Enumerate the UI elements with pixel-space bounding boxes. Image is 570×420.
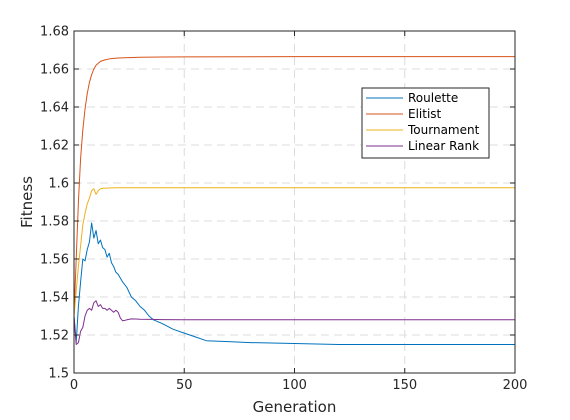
grid <box>74 31 515 373</box>
y-tick-label: 1.58 <box>40 215 69 230</box>
y-tick-label: 1.54 <box>40 291 69 306</box>
x-tick-label: 100 <box>282 378 307 393</box>
y-tick-label: 1.6 <box>48 177 69 192</box>
legend-label: Elitist <box>408 107 442 121</box>
y-tick-label: 1.68 <box>40 25 69 40</box>
legend-label: Roulette <box>408 91 458 105</box>
series-lines <box>73 56 515 345</box>
y-tick-label: 1.62 <box>40 139 69 154</box>
y-tick-label: 1.56 <box>40 253 69 268</box>
x-tick-label: 200 <box>503 378 528 393</box>
series-line-linear-rank <box>73 300 515 345</box>
y-tick-label: 1.64 <box>40 101 69 116</box>
legend-label: Tournament <box>407 123 480 137</box>
legend-label: Linear Rank <box>408 139 479 153</box>
legend: Roulette Elitist Tournament Linear Rank <box>361 87 490 159</box>
x-tick-label: 50 <box>176 378 193 393</box>
series-line-roulette <box>73 222 515 345</box>
y-tick-label: 1.5 <box>48 367 69 382</box>
x-tick-label: 0 <box>70 378 78 393</box>
tick-labels: 0 50 100 150 200 1.5 1.52 1.54 1.56 1.58 1.6 1.62 1.… <box>40 25 527 394</box>
y-axis-label: Fitness <box>18 176 36 228</box>
x-axis-label: Generation <box>253 398 337 416</box>
y-tick-label: 1.66 <box>40 63 69 78</box>
x-tick-label: 150 <box>392 378 417 393</box>
axes <box>73 30 516 374</box>
series-line-elitist <box>73 56 515 317</box>
series-line-tournament <box>73 187 515 317</box>
y-tick-label: 1.52 <box>40 329 69 344</box>
